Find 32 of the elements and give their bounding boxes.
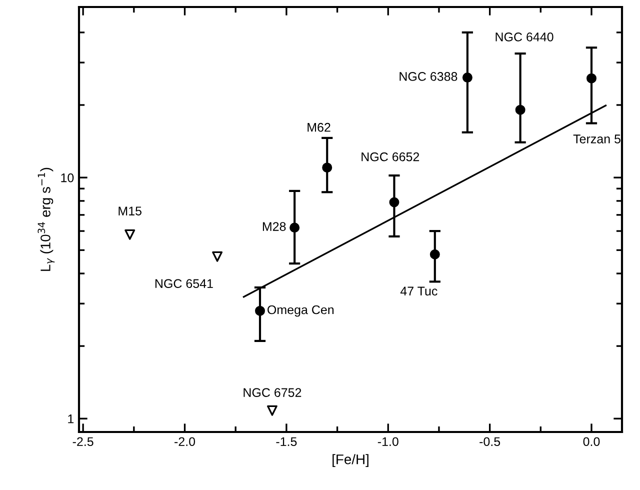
point <box>212 251 223 262</box>
point <box>322 162 332 173</box>
annotation: M28 <box>262 222 286 231</box>
annotation: M15 <box>118 206 142 216</box>
point <box>290 222 300 233</box>
annotation: NGC 6388 <box>400 72 458 81</box>
point <box>255 306 265 316</box>
annotation: 47 Tuc <box>400 286 438 296</box>
point <box>515 104 526 115</box>
point <box>462 72 472 83</box>
point <box>586 73 596 84</box>
annotation: M62 <box>308 122 330 132</box>
x-tick-label: -0.5 <box>480 437 500 446</box>
point <box>124 229 136 240</box>
y-axis-title: L$_{γ}$ (10$^{34}$ erg s$^{−1}$) <box>38 168 55 271</box>
x-tick-label: -1.0 <box>378 437 398 446</box>
annotation: NGC 6652 <box>362 152 420 162</box>
x-tick-label: -1.5 <box>276 437 297 446</box>
x-tick-label: -2.5 <box>72 437 94 446</box>
point <box>430 249 440 260</box>
x-axis-title: [Fe/H] <box>332 454 368 468</box>
y-tick-label: 1 <box>68 414 74 424</box>
annotation: NGC 6440 <box>496 32 554 42</box>
point <box>389 197 400 208</box>
annotation: Omega Cen <box>268 305 334 317</box>
x-tick-label: -2.0 <box>174 437 196 446</box>
x-tick-label: 0.0 <box>583 437 600 446</box>
annotation: NGC 6541 <box>155 279 213 288</box>
point <box>266 405 278 416</box>
annotation: Terzan 5 <box>573 134 620 144</box>
y-tick-label: 10 <box>61 173 74 182</box>
annotation: NGC 6752 <box>244 388 302 397</box>
